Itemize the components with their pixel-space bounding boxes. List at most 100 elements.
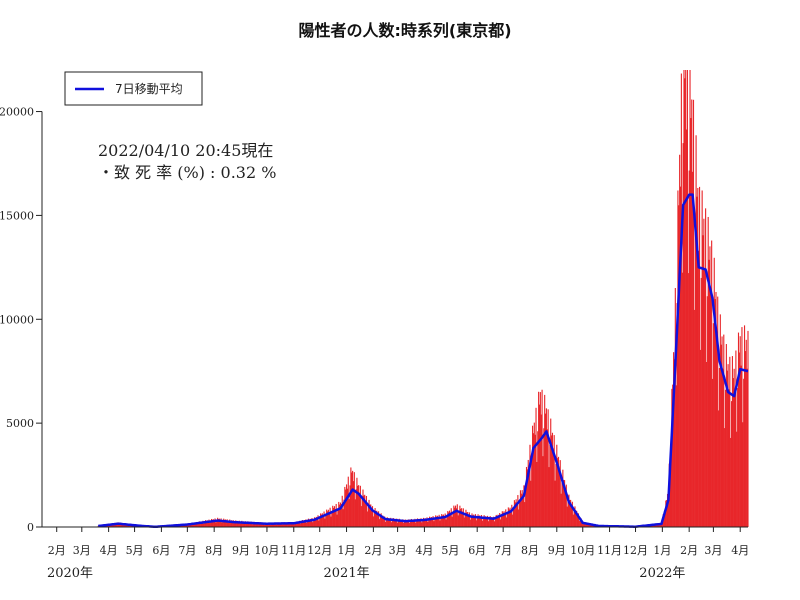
x-month-label: 6月 (152, 544, 170, 557)
daily-bar (399, 519, 401, 527)
daily-bar (515, 499, 517, 527)
bars-group (97, 70, 749, 528)
daily-bar (452, 511, 454, 527)
daily-bar (723, 334, 725, 527)
legend: 7日移動平均 (64, 71, 203, 106)
daily-bar (376, 510, 378, 527)
daily-bar (442, 515, 444, 527)
daily-bar (481, 520, 483, 527)
daily-bar (370, 504, 372, 527)
daily-bar (113, 524, 115, 527)
daily-bar (206, 520, 208, 527)
daily-bar (700, 277, 702, 527)
daily-bar (229, 519, 231, 527)
daily-bar (285, 522, 287, 527)
daily-bar (235, 520, 237, 527)
daily-bar (456, 504, 458, 527)
x-month-label: 5月 (126, 544, 144, 557)
x-month-label: 1月 (338, 544, 356, 557)
daily-bar (441, 514, 443, 527)
daily-bar (678, 205, 680, 527)
daily-bar (575, 510, 577, 527)
daily-bar (438, 514, 440, 527)
daily-bar (569, 500, 571, 527)
daily-bar (422, 520, 424, 527)
daily-bar (706, 296, 708, 527)
daily-bar (333, 507, 335, 527)
daily-bar (406, 519, 408, 527)
daily-bar (434, 518, 436, 527)
daily-bar (590, 525, 592, 527)
daily-bar (722, 368, 724, 527)
daily-bar (504, 513, 506, 527)
daily-bar (211, 519, 214, 527)
daily-bar (544, 394, 546, 527)
daily-bar (425, 519, 427, 527)
daily-bar (249, 522, 252, 527)
daily-bar (260, 522, 262, 527)
daily-bar (386, 517, 388, 527)
daily-bar (222, 520, 224, 527)
daily-bar (404, 519, 406, 527)
daily-bar (553, 435, 555, 527)
daily-bar (401, 520, 403, 527)
daily-bar (297, 521, 299, 527)
daily-bar (552, 450, 554, 527)
daily-bar (356, 477, 358, 527)
daily-bar (349, 485, 351, 527)
daily-bar (130, 525, 132, 527)
daily-bar (394, 518, 396, 527)
daily-bar (478, 515, 480, 527)
daily-bar (405, 520, 407, 527)
daily-bar (673, 352, 675, 527)
daily-bar (239, 523, 241, 527)
daily-bar (373, 512, 375, 527)
daily-bar (199, 521, 201, 527)
daily-bar (313, 520, 315, 527)
daily-bar (566, 506, 568, 527)
daily-bar (508, 509, 510, 527)
daily-bar (396, 518, 398, 527)
daily-bar (497, 514, 499, 527)
daily-bar (498, 516, 500, 527)
daily-bar (470, 516, 472, 527)
daily-bar (331, 511, 333, 527)
daily-bar (564, 480, 566, 527)
daily-bar (664, 510, 666, 527)
daily-bar (197, 524, 199, 527)
y-axis: 0 5000 10000 15000 20000 (0, 106, 43, 534)
daily-bar (320, 513, 322, 527)
daily-bar (684, 78, 686, 527)
daily-bar (501, 511, 503, 527)
daily-bar (256, 522, 258, 527)
daily-bar (325, 514, 327, 527)
daily-bar (193, 522, 195, 527)
daily-bar (294, 524, 296, 527)
x-year-label: 2020年 (47, 566, 93, 581)
daily-bar (686, 129, 688, 527)
daily-bar (382, 515, 384, 527)
daily-bar (672, 384, 674, 527)
x-month-label: 4月 (100, 544, 118, 557)
daily-bar (681, 272, 683, 527)
daily-bar (289, 522, 291, 527)
daily-bar (312, 522, 314, 527)
daily-bar (336, 514, 338, 527)
daily-bar (211, 518, 213, 527)
daily-bar (433, 521, 435, 527)
daily-bar (254, 522, 256, 527)
daily-bar (112, 525, 114, 527)
daily-bar (550, 418, 552, 527)
daily-bar (204, 520, 207, 527)
daily-bar (542, 456, 544, 527)
daily-bar (711, 240, 713, 527)
daily-bar (359, 485, 361, 527)
daily-bar (314, 518, 316, 527)
x-month-label: 5月 (441, 544, 459, 557)
x-month-label: 10月 (570, 544, 595, 557)
daily-bar (350, 467, 352, 527)
daily-bar (195, 523, 197, 527)
daily-bar (282, 523, 284, 527)
daily-bar (191, 523, 194, 527)
